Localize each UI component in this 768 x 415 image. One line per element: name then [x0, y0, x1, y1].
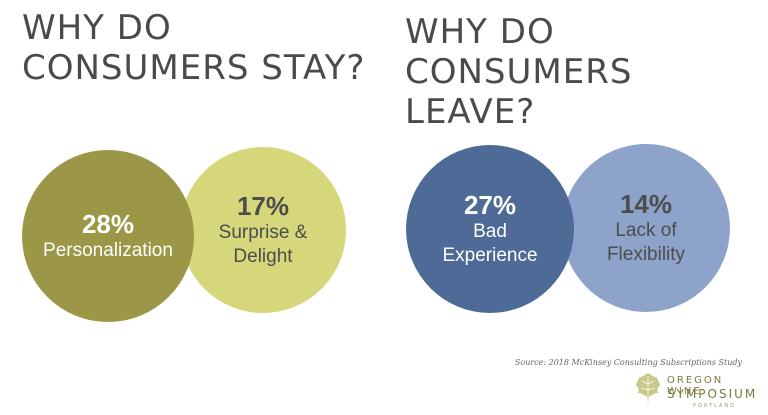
circle-label-line-2: Experience	[442, 245, 538, 266]
circle-label-line-2: Flexibility	[606, 244, 686, 265]
source-citation: Source: 2018 McKinsey Consulting Subscri…	[514, 358, 742, 367]
heading-why-leave: WHY DO CONSUMERS LEAVE?	[405, 12, 768, 132]
circle-personalization: 28% Personalization	[22, 150, 194, 322]
circle-surprise-delight: 17% Surprise & Delight	[180, 147, 346, 313]
heading-line-2: CONSUMERS STAY?	[22, 48, 366, 88]
heading-line-1: WHY DO	[22, 8, 172, 48]
circle-label-line-2: Delight	[233, 246, 293, 267]
circle-label: Personalization	[43, 240, 173, 261]
logo-line-1: OREGON WINE	[667, 375, 724, 397]
heading-why-stay: WHY DO CONSUMERS STAY?	[22, 8, 365, 88]
circle-lack-of-flexibility: 14% Lack of Flexibility	[562, 144, 730, 312]
logo-line-3: PORTLAND	[693, 403, 737, 409]
heading-line-2: CONSUMERS LEAVE?	[405, 52, 633, 132]
percent-value: 27%	[463, 190, 517, 220]
oregon-wine-symposium-logo: OREGON WINE SYMPOSIUM PORTLAND	[635, 372, 763, 412]
percent-value: 28%	[81, 209, 135, 239]
grape-leaf-icon	[636, 373, 660, 405]
logo-line-2: SYMPOSIUM	[667, 387, 758, 401]
circle-label-line-1: Lack of	[615, 220, 677, 241]
heading-line-1: WHY DO	[405, 12, 555, 52]
percent-value: 17%	[236, 191, 290, 221]
circle-label-line-1: Bad	[473, 221, 507, 242]
percent-value: 14%	[619, 189, 673, 219]
circle-bad-experience: 27% Bad Experience	[406, 145, 574, 313]
circle-label-line-1: Surprise &	[218, 222, 308, 243]
